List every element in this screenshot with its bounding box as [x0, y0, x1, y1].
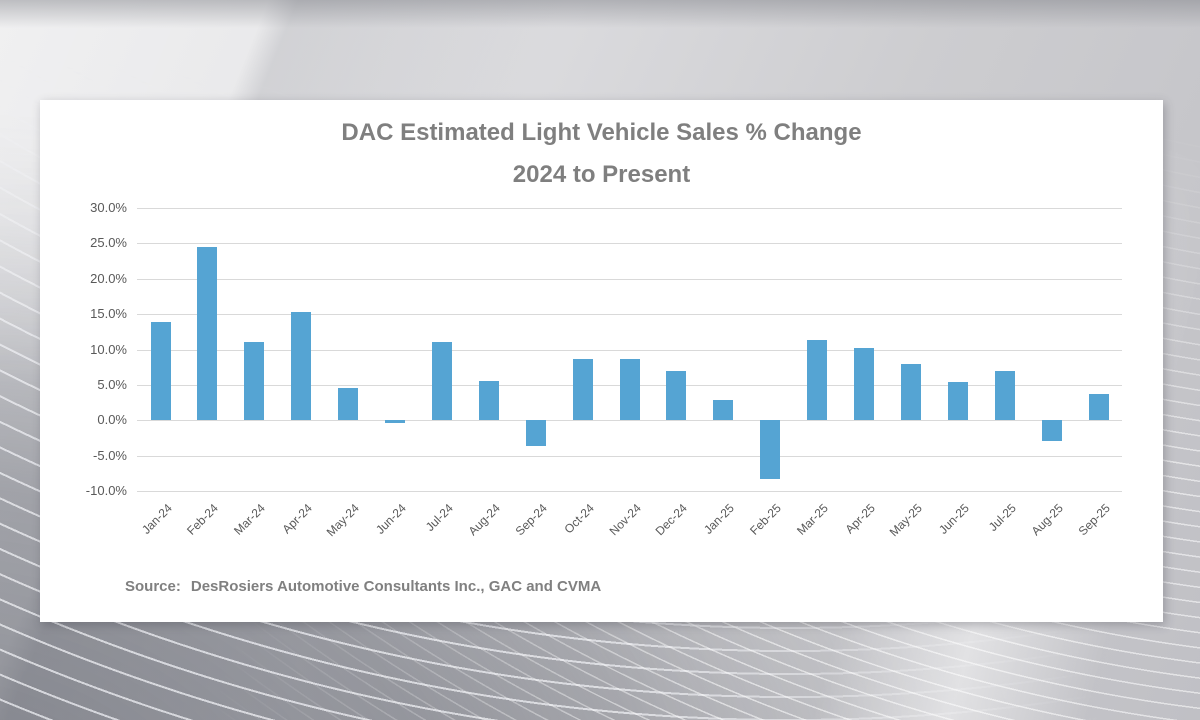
bar-Jan-24	[150, 321, 171, 421]
chart-title-line2: 2024 to Present	[512, 161, 691, 188]
gridline-20	[137, 278, 1122, 280]
bar-Apr-24	[291, 312, 312, 421]
y-axis-tick-label: 15.0%	[90, 306, 127, 322]
chart-title-line1: DAC Estimated Light Vehicle Sales % Chan…	[341, 119, 862, 146]
bar-Feb-25	[760, 420, 781, 479]
bar-Jun-24	[385, 420, 405, 424]
y-axis-tick-label: 5.0%	[97, 376, 127, 392]
y-axis-tick-label: 30.0%	[90, 200, 127, 215]
y-axis-tick-label: 10.0%	[90, 341, 127, 357]
bar-chart-plot-area: 30.0% 25.0% 20.0% 15.0% 10.0% 5.0% 0.0% -5.0% -1…	[40, 100, 1163, 622]
source-note: Source: DesRosiers Automotive Consultants…	[125, 578, 601, 595]
bar-Aug-25	[1041, 420, 1062, 441]
y-axis-tick-label: 20.0%	[90, 270, 127, 286]
gridline-10	[137, 349, 1122, 351]
y-axis-tick-label: -5.0%	[93, 447, 127, 463]
bar-Jun-25	[947, 382, 968, 421]
gridline--10	[137, 491, 1122, 492]
bar-Oct-24	[572, 358, 593, 421]
bar-May-24	[338, 387, 359, 421]
y-axis-tick-label: -10.0%	[85, 483, 127, 498]
bar-Aug-24	[478, 381, 499, 421]
gridline-0	[137, 420, 1122, 422]
y-axis-tick-label: 0.0%	[97, 412, 127, 428]
chart-card: DAC Estimated Light Vehicle Sales % Chan…	[40, 100, 1163, 622]
y-axis-tick-label: 25.0%	[90, 235, 127, 251]
bar-Nov-24	[619, 358, 640, 421]
source-text: DesRosiers Automotive Consultants Inc., …	[190, 578, 602, 595]
bar-Jul-24	[431, 342, 452, 421]
bar-Mar-25	[807, 339, 828, 421]
bar-Jan-25	[713, 399, 734, 421]
gridline--5	[137, 455, 1122, 457]
bar-Sep-24	[525, 420, 546, 446]
bar-Mar-24	[244, 342, 265, 421]
gridline-25	[137, 243, 1122, 245]
source-label: Source:	[125, 578, 181, 595]
gridline-30	[137, 208, 1122, 209]
bar-Apr-25	[854, 348, 874, 421]
bar-Jul-25	[994, 370, 1015, 421]
gridline-15	[137, 314, 1122, 316]
bar-Dec-24	[666, 370, 687, 421]
bar-May-25	[900, 363, 921, 421]
bar-Sep-25	[1088, 394, 1109, 421]
bar-Feb-24	[197, 246, 218, 421]
chart-title: DAC Estimated Light Vehicle Sales % Chan…	[40, 112, 1163, 196]
